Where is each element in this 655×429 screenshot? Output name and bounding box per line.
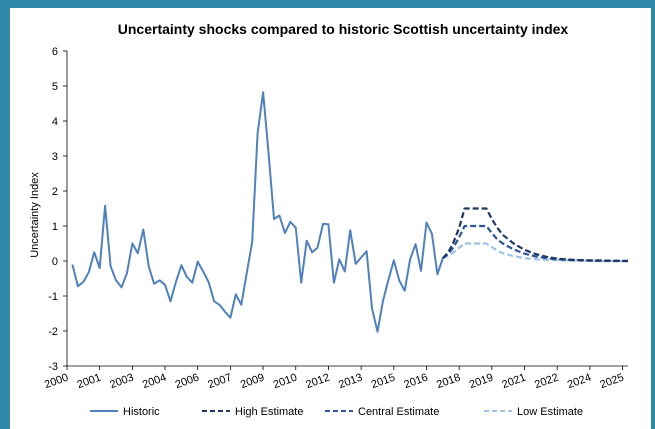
x-tick-label: 2013 bbox=[337, 372, 364, 392]
y-tick-label: 6 bbox=[52, 46, 58, 58]
y-tick-label: 4 bbox=[52, 116, 58, 128]
y-tick-label: 0 bbox=[52, 256, 58, 268]
x-tick-label: 2004 bbox=[141, 372, 168, 392]
x-tick-label: 2010 bbox=[272, 372, 299, 392]
x-tick-label: 2006 bbox=[174, 372, 201, 392]
x-tick-label: 2019 bbox=[468, 372, 495, 392]
axes: -3 -2 -1 0 1 2 3 4 5 6 2000 2001 2003 2004 2006 2007 200… bbox=[43, 46, 628, 391]
x-tick-label: 2001 bbox=[76, 372, 103, 392]
legend-label: Historic bbox=[123, 406, 160, 418]
legend-label: High Estimate bbox=[235, 406, 303, 418]
chart-title: Uncertainty shocks compared to historic … bbox=[118, 21, 569, 37]
x-tick-label: 2024 bbox=[566, 372, 593, 392]
legend: Historic High Estimate Central Estimate Low… bbox=[90, 406, 583, 418]
series-line-low-estimate bbox=[442, 242, 628, 263]
y-tick-label: -2 bbox=[48, 326, 58, 338]
y-tick-label: -3 bbox=[48, 361, 58, 373]
x-tick-label: 2007 bbox=[206, 372, 233, 392]
x-tick-label: 2022 bbox=[533, 372, 560, 392]
y-tick-label: -1 bbox=[48, 291, 58, 303]
y-tick-label: 2 bbox=[52, 186, 58, 198]
legend-label: Low Estimate bbox=[517, 406, 583, 418]
x-tick-label: 2015 bbox=[370, 372, 397, 392]
x-tick-label: 2018 bbox=[435, 372, 462, 392]
x-tick-label: 2016 bbox=[402, 372, 429, 392]
x-tick-label: 2025 bbox=[598, 372, 625, 392]
y-tick-label: 3 bbox=[52, 151, 58, 163]
series-line-historic bbox=[71, 91, 444, 333]
series-line-high-estimate bbox=[441, 207, 629, 263]
chart: Uncertainty shocks compared to historic … bbox=[29, 21, 629, 418]
x-tick-label: 2021 bbox=[500, 372, 527, 392]
y-tick-label: 5 bbox=[52, 81, 58, 93]
x-tick-label: 2003 bbox=[108, 372, 135, 392]
x-tick-label: 2009 bbox=[239, 372, 266, 392]
x-tick-label: 2012 bbox=[304, 372, 331, 392]
chart-panel: Uncertainty shocks compared to historic … bbox=[10, 8, 651, 429]
series-layer bbox=[71, 91, 629, 333]
y-tick-label: 1 bbox=[52, 221, 58, 233]
x-tick-label: 2000 bbox=[43, 372, 70, 392]
y-axis-title: Uncertainty Index bbox=[29, 172, 41, 258]
legend-label: Central Estimate bbox=[358, 406, 439, 418]
